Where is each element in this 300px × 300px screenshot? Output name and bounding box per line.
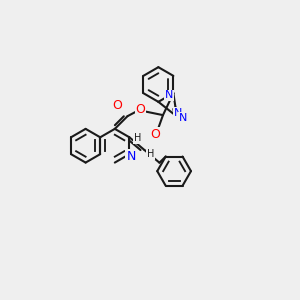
Text: N: N	[174, 108, 182, 118]
Text: H: H	[134, 133, 141, 143]
Text: N: N	[126, 150, 136, 164]
Text: O: O	[112, 99, 122, 112]
Text: O: O	[150, 128, 160, 141]
Text: N: N	[165, 91, 173, 100]
Text: O: O	[136, 103, 146, 116]
Text: H: H	[147, 149, 155, 159]
Text: N: N	[178, 113, 187, 123]
